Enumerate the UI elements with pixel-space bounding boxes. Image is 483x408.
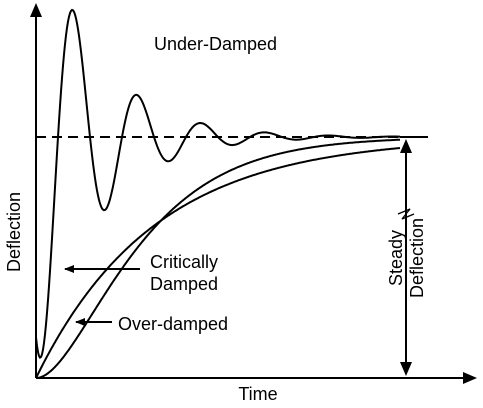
steady-deflection-arrowhead-bottom (400, 362, 412, 376)
x-axis-arrowhead (463, 372, 477, 384)
steady-deflection-label-line1: Steady (386, 230, 406, 286)
y-axis-label: Deflection (4, 192, 24, 272)
y-axis-arrowhead (30, 3, 42, 17)
steady-deflection-label-line2: Deflection (407, 218, 427, 298)
under-damped-curve (35, 8, 400, 378)
critically-damped-curve (36, 138, 401, 379)
steady-deflection-arrowhead-top (400, 139, 412, 153)
label-tick-mark (397, 208, 415, 220)
under-damped-label: Under-Damped (154, 34, 277, 54)
over-damped-curve (35, 147, 401, 379)
over-damped-label: Over-damped (118, 314, 228, 334)
critically-damped-label-line1: Critically (150, 252, 218, 272)
critically-damped-label-line2: Damped (150, 274, 218, 294)
x-axis-label: Time (238, 384, 277, 404)
